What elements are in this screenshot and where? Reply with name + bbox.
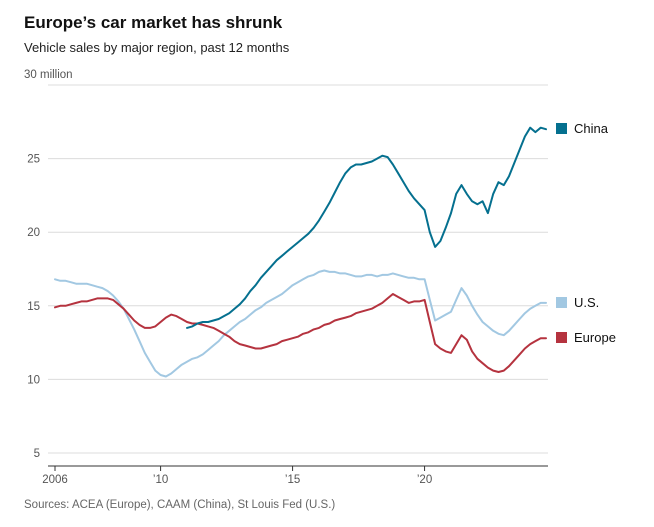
series-line-europe: [54, 293, 547, 373]
legend-label-europe: Europe: [574, 330, 616, 346]
x-axis-label-2015: ’15: [285, 474, 300, 486]
x-axis-label-2020: ’20: [417, 474, 432, 486]
legend-label-us: U.S.: [574, 294, 600, 310]
series-line-us: [54, 269, 547, 378]
chart-header: Europe’s car market has shrunk Vehicle s…: [24, 13, 289, 55]
y-axis-label-10: 10: [27, 374, 40, 386]
legend-item-us: U.S.: [556, 295, 599, 310]
x-axis-label-2006: 2006: [42, 474, 68, 486]
y-axis-label-15: 15: [27, 301, 40, 313]
legend-item-china: China: [556, 121, 608, 136]
source-note: Sources: ACEA (Europe), CAAM (China), St…: [24, 499, 336, 511]
europe-color-swatch: [556, 332, 567, 344]
y-axis-label-25: 25: [27, 154, 40, 166]
y-axis-label-30: 30 million: [24, 69, 73, 81]
legend-label-china: China: [574, 121, 608, 137]
chart-title: Europe’s car market has shrunk: [24, 13, 283, 32]
china-color-swatch: [556, 123, 567, 135]
us-color-swatch: [556, 296, 567, 308]
series-line-china: [186, 126, 547, 329]
y-axis-label-20: 20: [27, 227, 40, 239]
x-axis-label-2010: ’10: [153, 474, 168, 486]
y-axis-label-5: 5: [34, 448, 40, 460]
chart-subtitle: Vehicle sales by major region, past 12 m…: [24, 40, 290, 55]
legend-item-europe: Europe: [556, 330, 616, 345]
